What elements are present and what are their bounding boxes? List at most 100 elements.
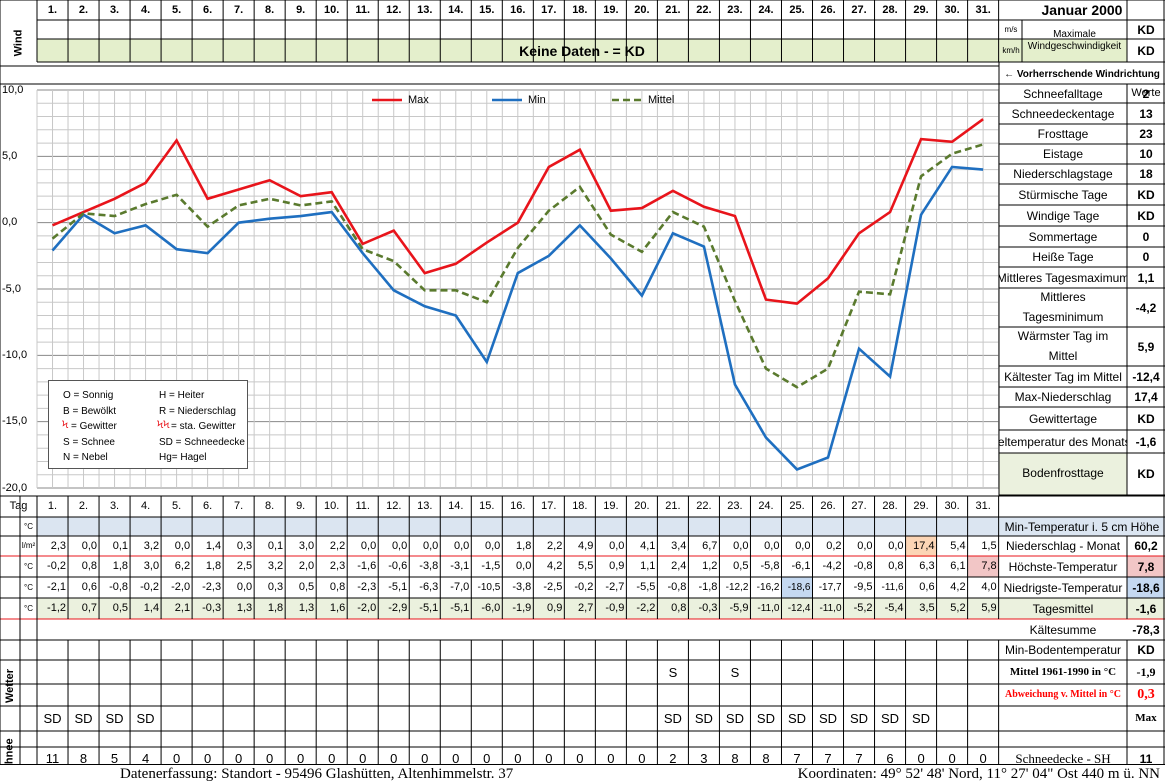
data-cell: -11,0 xyxy=(757,602,780,614)
stat-value: -1,6 xyxy=(1135,434,1157,449)
data-cell: -0,8 xyxy=(109,581,129,593)
data-cell: 2,3 xyxy=(329,560,346,572)
data-cell: 3,5 xyxy=(919,602,935,614)
data-cell: -1,2 xyxy=(47,602,67,614)
day-header: 21. xyxy=(665,3,681,16)
weather-code: SD xyxy=(43,711,62,726)
stat-value: KD xyxy=(1137,411,1155,426)
data-cell: 3,2 xyxy=(267,560,284,572)
snow-depth-cell: 0 xyxy=(390,751,398,766)
data-cell: -16,2 xyxy=(756,581,780,593)
wetter-label: Wetter xyxy=(0,640,20,731)
stat-value: 10 xyxy=(1139,147,1153,161)
stat-value: 2 xyxy=(1142,86,1150,101)
data-cell: -0,8 xyxy=(853,560,873,572)
row-label: Tagesmittel xyxy=(1032,601,1094,616)
day-header-bottom: 17. xyxy=(541,500,557,512)
data-cell: 5,4 xyxy=(950,539,966,552)
data-cell: -3,8 xyxy=(512,581,532,593)
werte-label: Werte xyxy=(1131,87,1161,99)
data-cell: 17,4 xyxy=(913,539,935,552)
snow-depth-cell: 7 xyxy=(855,751,863,766)
day-header: 24. xyxy=(758,3,774,16)
day-header: 11. xyxy=(355,3,371,16)
stat-value: 1,1 xyxy=(1137,270,1155,285)
data-cell: -0,9 xyxy=(605,602,625,614)
data-cell: -2,2 xyxy=(636,602,656,614)
tmin-min-highlight xyxy=(781,577,813,598)
snow-depth-cell: 0 xyxy=(172,751,181,766)
data-cell: -2,9 xyxy=(388,602,408,614)
data-cell: 6,3 xyxy=(919,560,935,572)
data-cell: 0,3 xyxy=(267,581,284,593)
y-tick-label: -5,0 xyxy=(2,282,21,295)
tmin-value-highlight xyxy=(1127,577,1165,598)
day-header-bottom: 12. xyxy=(386,500,402,512)
y-tick-label: -10,0 xyxy=(2,348,28,361)
snow-depth-cell: 2 xyxy=(669,751,677,766)
data-cell: 0,0 xyxy=(733,539,749,552)
snow-depth-cell: 0 xyxy=(483,751,491,766)
data-cell: 1,5 xyxy=(981,539,997,552)
day-header-bottom: 24. xyxy=(758,500,774,512)
day-header-bottom: 20. xyxy=(634,500,650,512)
snow-depth-cell: 0 xyxy=(235,751,243,766)
data-cell: -5,8 xyxy=(760,560,780,572)
day-header: 22. xyxy=(696,3,712,16)
data-cell: 0,5 xyxy=(733,560,749,572)
day-header: 30. xyxy=(944,3,960,16)
day-header: 4. xyxy=(140,3,151,16)
data-cell: -5,1 xyxy=(388,581,408,593)
data-cell: 1,2 xyxy=(702,560,718,572)
day-header-bottom: 10. xyxy=(324,500,340,512)
data-cell: -0,3 xyxy=(202,602,222,614)
data-cell: -6,0 xyxy=(481,602,501,614)
data-cell: 4,1 xyxy=(640,539,656,552)
data-cell: 2,2 xyxy=(329,539,346,552)
y-tick-label: -15,0 xyxy=(2,415,28,428)
stat-label: Stürmische Tage xyxy=(1018,187,1108,202)
day-header-bottom: 15. xyxy=(479,500,495,512)
no-data-banner: Keine Daten - = KD xyxy=(519,42,645,59)
data-cell: -12,2 xyxy=(725,581,749,593)
legend-left: N = Nebel xyxy=(63,452,108,463)
snow-depth-cell: 0 xyxy=(359,751,367,766)
day-header: 3. xyxy=(109,3,120,16)
snow-depth-value: 11 xyxy=(1139,751,1153,766)
day-header: 29. xyxy=(913,3,929,16)
data-cell: 4,2 xyxy=(950,581,966,593)
day-header-bottom: 31. xyxy=(975,500,991,512)
day-header-bottom: 23. xyxy=(727,500,743,512)
stat-label: Heiße Tage xyxy=(1032,250,1094,264)
data-cell: -10,5 xyxy=(477,581,501,593)
snow-depth-cell: 0 xyxy=(203,751,212,766)
snow-depth-cell: 8 xyxy=(79,751,88,766)
legend-label-mittel: Mittel xyxy=(648,93,675,106)
wind-label-text: Wind xyxy=(12,29,25,57)
snow-depth-cell: 0 xyxy=(576,751,584,766)
data-cell: 0,0 xyxy=(888,539,904,552)
data-cell: 1,8 xyxy=(516,539,532,552)
day-header-bottom: 27. xyxy=(851,500,867,512)
data-cell: -6,3 xyxy=(419,581,439,593)
snow-depth-cell: 0 xyxy=(452,751,460,766)
month-title: Januar 2000 xyxy=(1041,2,1123,18)
data-cell: 2,2 xyxy=(547,539,563,552)
legend-left: = Gewitter xyxy=(71,421,117,432)
data-cell: -0,3 xyxy=(698,602,718,614)
data-cell: 0,7 xyxy=(81,602,98,614)
y-tick-label: -20,0 xyxy=(2,481,28,494)
day-header: 6. xyxy=(203,3,213,16)
row-label: Niedrigste-Temperatur xyxy=(1003,580,1123,595)
max-wind-ms: KD xyxy=(1137,23,1155,37)
snow-depth-cell: 7 xyxy=(824,751,832,766)
data-cell: 0,5 xyxy=(112,602,129,614)
stat-label: Mittleres Tagesmaximum xyxy=(999,270,1127,285)
stat-label: Frosttage xyxy=(1037,127,1089,141)
data-cell: 0,0 xyxy=(516,560,532,572)
data-cell: -1,6 xyxy=(357,560,377,572)
weather-code: SD xyxy=(818,711,838,726)
data-cell: 2,0 xyxy=(298,560,315,572)
day-header-bottom: 11. xyxy=(355,500,370,512)
data-cell: 1,8 xyxy=(267,602,284,614)
